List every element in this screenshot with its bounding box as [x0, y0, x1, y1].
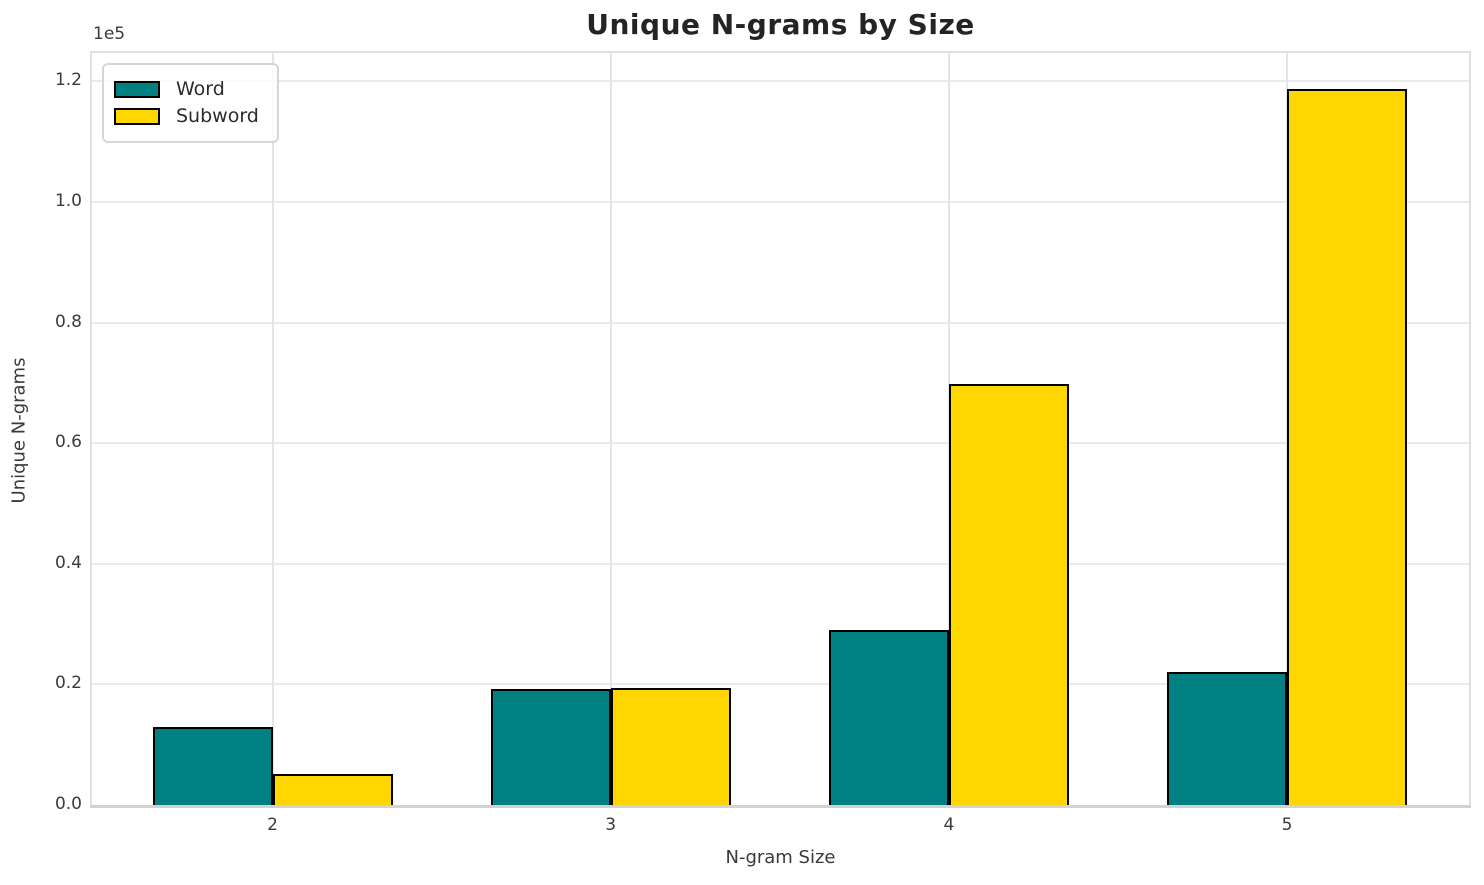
- bar-subword-ngram-5: [1287, 89, 1408, 805]
- chart-title: Unique N-grams by Size: [586, 8, 975, 41]
- x-axis-label: N-gram Size: [725, 847, 836, 868]
- x-tick-label-2: 2: [267, 815, 278, 835]
- bar-subword-ngram-3: [610, 688, 731, 805]
- top-spine: [90, 51, 1471, 53]
- x-tick-label-3: 3: [605, 815, 617, 835]
- v-gridline-3: [609, 53, 612, 805]
- bar-word-ngram-2: [152, 727, 273, 805]
- bar-word-ngram-5: [1167, 672, 1288, 805]
- subword-series-swatch: [114, 107, 160, 125]
- word-series-swatch: [114, 80, 160, 98]
- bar-subword-ngram-4: [948, 384, 1069, 805]
- y-axis-offset-label: 1e5: [93, 24, 126, 44]
- h-gridline-0.4: [92, 562, 1469, 565]
- legend-item-word: Word: [114, 78, 259, 101]
- y-tick-label-1.0: 1.0: [54, 190, 82, 211]
- h-gridline-0.6: [92, 442, 1469, 445]
- y-tick-label-0.6: 0.6: [54, 432, 82, 453]
- y-tick-label-1.2: 1.2: [54, 70, 82, 91]
- plot-area: Word Subword: [90, 51, 1471, 808]
- bar-word-ngram-4: [828, 630, 949, 805]
- bottom-spine: [90, 805, 1471, 808]
- bar-word-ngram-3: [490, 689, 611, 805]
- legend-label-subword: Subword: [176, 104, 259, 127]
- x-tick-label-5: 5: [1281, 815, 1293, 835]
- y-tick-label-0.2: 0.2: [54, 673, 82, 694]
- bar-subword-ngram-2: [272, 774, 393, 805]
- x-tick-label-4: 4: [943, 815, 955, 835]
- h-gridline-1.2: [92, 80, 1469, 83]
- legend: Word Subword: [102, 63, 279, 143]
- h-gridline-0.2: [92, 683, 1469, 686]
- right-spine: [1469, 53, 1471, 807]
- legend-item-subword: Subword: [114, 105, 259, 128]
- h-gridline-1.0: [92, 200, 1469, 203]
- left-spine: [90, 53, 92, 807]
- y-tick-label-0.8: 0.8: [54, 311, 82, 332]
- v-gridline-2: [271, 53, 274, 805]
- y-tick-label-0.4: 0.4: [54, 552, 82, 573]
- legend-label-word: Word: [176, 78, 225, 100]
- y-tick-label-0.0: 0.0: [54, 794, 82, 814]
- h-gridline-0.8: [92, 321, 1469, 324]
- y-axis-label: Unique N-grams: [8, 357, 30, 504]
